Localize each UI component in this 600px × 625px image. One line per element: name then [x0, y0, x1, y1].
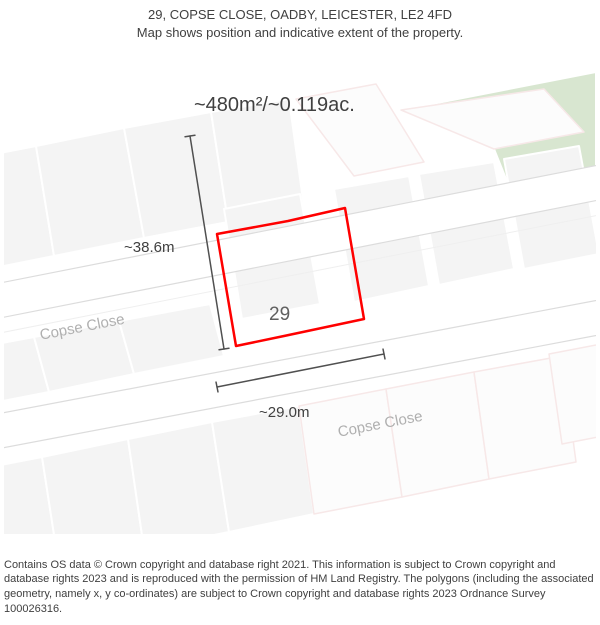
plot-number-label: 29 [269, 304, 290, 326]
map-viewport: ~480m²/~0.119ac. ~38.6m ~29.0m 29 Copse … [4, 44, 596, 534]
page-title: 29, COPSE CLOSE, OADBY, LEICESTER, LE2 4… [0, 6, 600, 24]
page-subtitle: Map shows position and indicative extent… [0, 24, 600, 42]
horizontal-dimension-label: ~29.0m [259, 404, 309, 421]
area-measurement-label: ~480m²/~0.119ac. [194, 94, 355, 117]
header: 29, COPSE CLOSE, OADBY, LEICESTER, LE2 4… [0, 0, 600, 42]
copyright-footer: Contains OS data © Crown copyright and d… [4, 558, 596, 625]
vertical-dimension-label: ~38.6m [124, 239, 174, 256]
property-map [4, 44, 596, 534]
